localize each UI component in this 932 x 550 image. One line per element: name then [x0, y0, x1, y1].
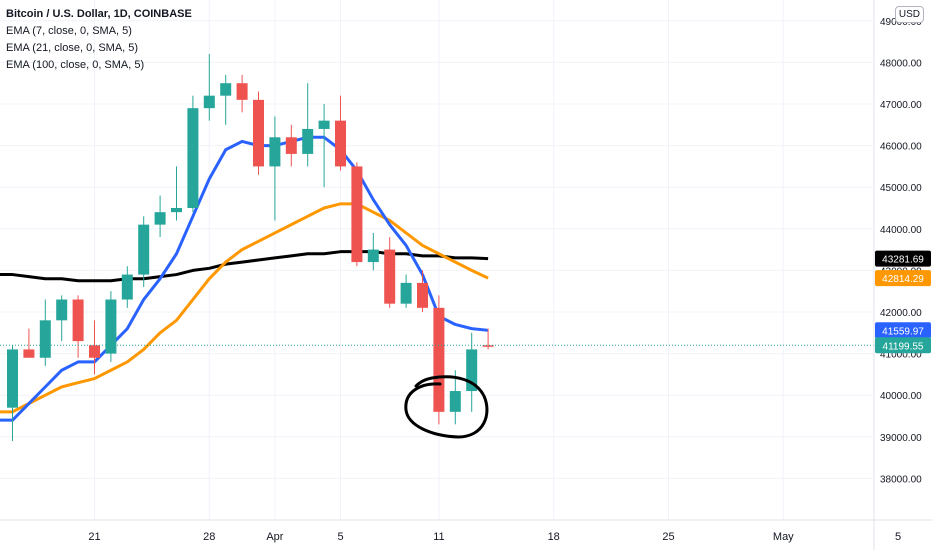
ema21-line — [0, 202, 489, 414]
price-tag-last — [875, 337, 931, 354]
y-tick-label: 38000.00 — [880, 474, 922, 485]
candle-body — [367, 249, 379, 263]
x-tick-label: Apr — [266, 531, 283, 543]
price-tags: 43281.69 42814.29 41559.97 41199.55 — [875, 250, 931, 354]
candle-body — [89, 345, 100, 358]
y-tick-label: 40000.00 — [880, 391, 922, 402]
y-tick-label: 44000.00 — [880, 225, 922, 236]
candle-body — [154, 212, 166, 225]
ema7-label: EMA (7, close, 0, SMA, 5) — [6, 25, 132, 37]
candle-body — [449, 391, 461, 412]
ema100-label: EMA (100, close, 0, SMA, 5) — [6, 59, 145, 71]
price-tag-label: 41559.97 — [882, 326, 924, 337]
x-tick-label: May — [773, 531, 794, 543]
candle-body — [72, 299, 84, 342]
candle-body — [121, 274, 133, 300]
x-tick-label: 5 — [337, 531, 343, 543]
candles — [7, 54, 494, 441]
ema21-label: EMA (21, close, 0, SMA, 5) — [6, 42, 139, 54]
candle-body — [384, 249, 396, 304]
x-tick-label: 11 — [433, 531, 444, 543]
y-tick-label: 41000.00 — [880, 350, 922, 361]
candle-body — [138, 224, 150, 275]
candle-body — [351, 166, 363, 263]
y-tick-label: 46000.00 — [880, 142, 922, 153]
candle-body — [269, 137, 281, 167]
price-tag-label: 42814.29 — [882, 274, 924, 285]
candle-body — [7, 349, 18, 408]
annotation-circle — [404, 375, 489, 439]
y-tick-label: 47000.00 — [880, 100, 922, 111]
y-tick-label: 45000.00 — [880, 183, 922, 194]
y-tick-label: 39000.00 — [880, 433, 922, 444]
candle-body — [433, 307, 445, 412]
x-tick-label: 18 — [548, 531, 560, 543]
price-tag-ema100 — [875, 250, 931, 267]
candle-body — [400, 282, 412, 304]
candle-body — [171, 208, 182, 213]
candle-body — [302, 128, 314, 154]
candle-body — [203, 95, 215, 109]
candle-body — [39, 320, 51, 358]
candle-body — [23, 349, 35, 358]
time-axis[interactable]: 21 28 Apr 5 11 18 25 May 5 — [0, 519, 932, 543]
candle-body — [335, 120, 346, 167]
ema-lines — [0, 135, 489, 422]
candle-body — [220, 83, 232, 96]
price-tag-label: 43281.69 — [882, 255, 924, 266]
ema7-line — [0, 135, 489, 422]
currency-button[interactable]: USD — [894, 6, 924, 23]
y-tick-label: 42000.00 — [880, 308, 922, 319]
candle-body — [482, 345, 494, 347]
x-tick-label: 21 — [88, 531, 100, 543]
chart-legend: Bitcoin / U.S. Dollar, 1D, COINBASE EMA … — [6, 6, 192, 74]
x-tick-label: 28 — [203, 531, 215, 543]
candle-body — [466, 349, 478, 392]
candle-body — [105, 299, 117, 354]
price-tag-ema21 — [875, 270, 931, 287]
x-tick-label: 25 — [662, 531, 674, 543]
price-tag-ema7 — [875, 322, 931, 339]
ema100-line — [0, 250, 489, 283]
candle-body — [253, 99, 264, 167]
candle-body — [417, 282, 428, 308]
candle-body — [236, 83, 248, 100]
candle-body — [285, 137, 297, 154]
symbol-title: Bitcoin / U.S. Dollar, 1D, COINBASE — [6, 8, 192, 20]
candle-body — [56, 299, 68, 321]
candle-body — [318, 120, 330, 129]
candle-body — [187, 108, 199, 208]
y-tick-label: 48000.00 — [880, 58, 922, 69]
x-tick-label: 5 — [895, 531, 901, 543]
price-tag-label: 41199.55 — [883, 341, 924, 352]
